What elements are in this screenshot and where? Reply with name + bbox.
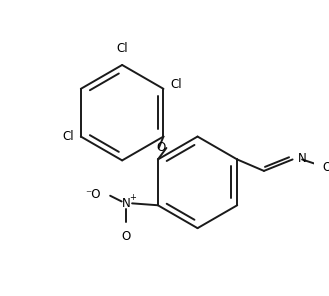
Text: +: + [130, 193, 137, 202]
Text: N: N [122, 197, 131, 210]
Text: N: N [298, 152, 307, 165]
Text: Cl: Cl [63, 130, 74, 143]
Text: O: O [122, 230, 131, 243]
Text: Cl: Cl [116, 42, 128, 55]
Text: O: O [322, 161, 329, 173]
Text: Cl: Cl [170, 78, 182, 91]
Text: O: O [156, 141, 165, 154]
Text: ⁻O: ⁻O [85, 188, 101, 201]
